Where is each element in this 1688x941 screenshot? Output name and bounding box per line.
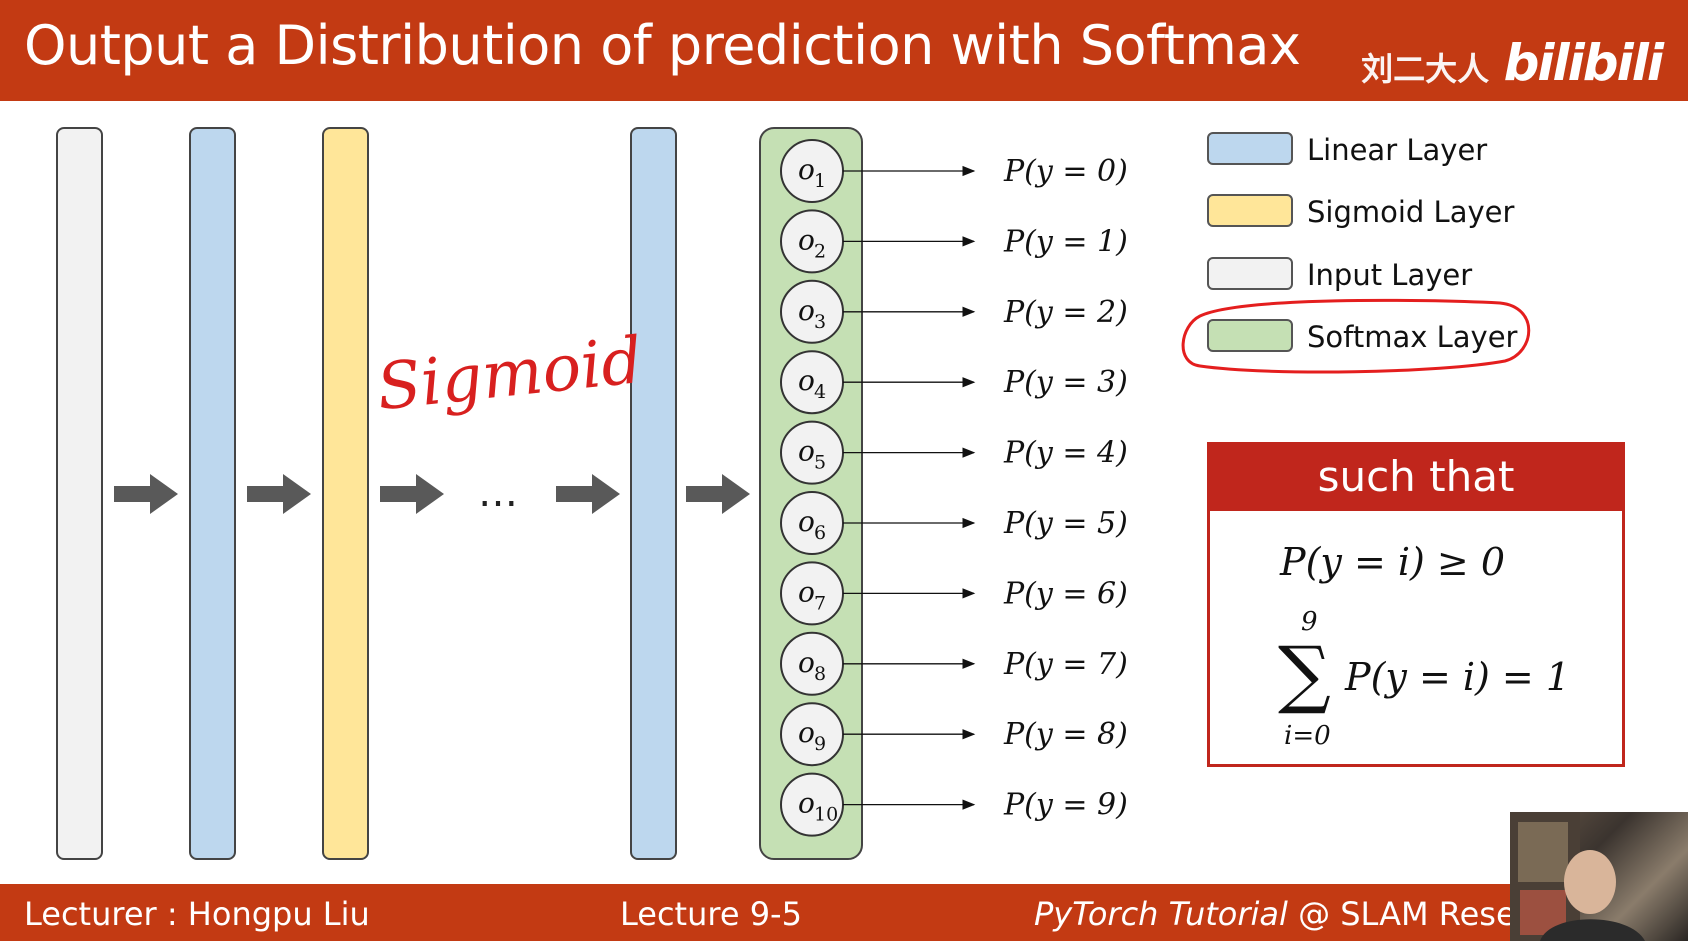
- constraint-box: such that P(y = i) ≥ 0 9 ∑ i=0 P(y = i) …: [1207, 442, 1625, 767]
- input-layer-bar: [56, 127, 103, 860]
- node-subscript: 1: [814, 170, 826, 192]
- legend-swatch-sigmoid: [1207, 194, 1293, 227]
- slide-title: Output a Distribution of prediction with…: [24, 14, 1301, 77]
- lecture-number: Lecture 9-5: [620, 895, 802, 933]
- node-subscript: 8: [814, 663, 826, 685]
- probability-label: P(y = 8): [1003, 717, 1128, 752]
- flow-arrow-icon: [114, 474, 178, 514]
- legend-label-input: Input Layer: [1307, 258, 1473, 292]
- node-label: o: [798, 716, 815, 749]
- course-affiliation: @ SLAM Resea: [1287, 895, 1536, 933]
- handdrawn-highlight: [1181, 298, 1531, 374]
- node-label: o: [798, 364, 815, 397]
- flow-arrows: [114, 474, 750, 514]
- sum-lower-limit: i=0: [1284, 721, 1331, 751]
- node-label: o: [798, 787, 815, 820]
- probability-label: P(y = 1): [1003, 224, 1128, 259]
- linear-layer-bar-last: [630, 127, 677, 860]
- brand-author: 刘二大人: [1361, 50, 1490, 88]
- ellipsis: …: [478, 470, 518, 516]
- node-label: o: [798, 153, 815, 186]
- sum-upper-limit: 9: [1301, 607, 1318, 637]
- legend-swatch-input: [1207, 257, 1293, 290]
- node-subscript: 5: [814, 452, 826, 474]
- node-subscript: 6: [814, 522, 826, 544]
- nonnegativity-equation: P(y = i) ≥ 0: [1280, 540, 1506, 584]
- linear-layer-bar: [189, 127, 236, 860]
- probability-label: P(y = 2): [1003, 295, 1128, 330]
- legend-swatch-linear: [1207, 132, 1293, 165]
- probability-label: P(y = 9): [1003, 788, 1128, 823]
- handwritten-annotation: Sigmoid: [374, 324, 646, 425]
- flow-arrow-icon: [380, 474, 444, 514]
- flow-arrow-icon: [556, 474, 620, 514]
- sigmoid-layer-bar: [322, 127, 369, 860]
- node-label: o: [798, 435, 815, 468]
- softmax-nodes: o 1o 2o 3o 4o 5o 6o 7o 8o 9o 10: [780, 139, 844, 837]
- legend-label-sigmoid: Sigmoid Layer: [1307, 195, 1515, 229]
- lecturer-webcam: [1510, 812, 1688, 941]
- probability-label: P(y = 0): [1003, 154, 1128, 189]
- sum-symbol: ∑: [1278, 631, 1331, 717]
- bilibili-logo-icon: bilibili: [1503, 34, 1664, 92]
- node-subscript: 4: [814, 381, 826, 403]
- probability-label: P(y = 5): [1003, 506, 1128, 541]
- slide-footer: Lecturer : Hongpu Liu Lecture 9-5 PyTorc…: [0, 884, 1688, 941]
- probability-label: P(y = 7): [1003, 647, 1128, 682]
- node-label: o: [798, 505, 815, 538]
- slide-header: Output a Distribution of prediction with…: [0, 0, 1688, 101]
- node-subscript: 3: [814, 311, 826, 333]
- node-subscript: 7: [814, 592, 826, 614]
- node-subscript: 2: [814, 240, 826, 262]
- flow-arrow-icon: [686, 474, 750, 514]
- network-diagram: … Sigmoid o 1o 2o 3o 4o 5o 6o 7o 8o 9o 10 P(y = 0)…: [56, 127, 1531, 860]
- normalization-equation: P(y = i) = 1: [1345, 655, 1571, 699]
- node-label: o: [798, 646, 815, 679]
- course-name: PyTorch Tutorial @ SLAM Resea: [1034, 895, 1535, 933]
- probability-label: P(y = 4): [1003, 436, 1128, 471]
- legend-label-softmax: Softmax Layer: [1307, 320, 1518, 354]
- node-label: o: [798, 223, 815, 256]
- channel-brand: 刘二大人 bilibili: [1361, 34, 1664, 92]
- probability-outputs: P(y = 0) P(y = 1) P(y = 2) P(y = 3) P(y = 4)…: [843, 154, 1128, 823]
- course-title: PyTorch Tutorial: [1034, 895, 1288, 933]
- legend-swatch-softmax: [1207, 319, 1293, 352]
- node-label: o: [798, 294, 815, 327]
- lecturer-name: Lecturer : Hongpu Liu: [24, 895, 370, 933]
- probability-label: P(y = 3): [1003, 365, 1128, 400]
- probability-label: P(y = 6): [1003, 576, 1128, 611]
- legend-label-linear: Linear Layer: [1307, 133, 1488, 167]
- node-label: o: [798, 575, 815, 608]
- node-subscript: 10: [814, 804, 838, 826]
- flow-arrow-icon: [247, 474, 311, 514]
- node-subscript: 9: [814, 733, 826, 755]
- constraint-heading: such that: [1210, 445, 1622, 511]
